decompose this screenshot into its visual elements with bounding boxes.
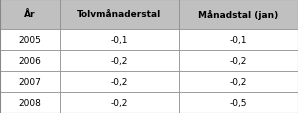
Text: 2007: 2007 — [18, 77, 41, 86]
Text: -0,2: -0,2 — [111, 98, 128, 107]
Text: -0,1: -0,1 — [111, 35, 128, 44]
Text: -0,1: -0,1 — [230, 35, 247, 44]
Bar — [179, 50, 298, 71]
Text: 2006: 2006 — [18, 56, 41, 65]
Text: År: År — [24, 10, 35, 19]
Bar — [179, 71, 298, 92]
Text: 2008: 2008 — [18, 98, 41, 107]
Bar — [60, 92, 179, 113]
Bar — [179, 29, 298, 50]
Bar — [0, 29, 60, 50]
Text: Tolvmånaderstal: Tolvmånaderstal — [77, 10, 161, 19]
Text: -0,2: -0,2 — [230, 77, 247, 86]
Bar — [0, 50, 60, 71]
Text: 2005: 2005 — [18, 35, 41, 44]
Text: Månadstal (jan): Månadstal (jan) — [198, 10, 279, 20]
Bar — [179, 0, 298, 29]
Bar — [0, 0, 60, 29]
Bar — [60, 50, 179, 71]
Text: -0,2: -0,2 — [230, 56, 247, 65]
Bar — [60, 71, 179, 92]
Text: -0,2: -0,2 — [111, 77, 128, 86]
Bar — [60, 0, 179, 29]
Text: -0,5: -0,5 — [230, 98, 247, 107]
Bar — [0, 71, 60, 92]
Bar — [179, 92, 298, 113]
Bar — [0, 92, 60, 113]
Bar — [60, 29, 179, 50]
Text: -0,2: -0,2 — [111, 56, 128, 65]
